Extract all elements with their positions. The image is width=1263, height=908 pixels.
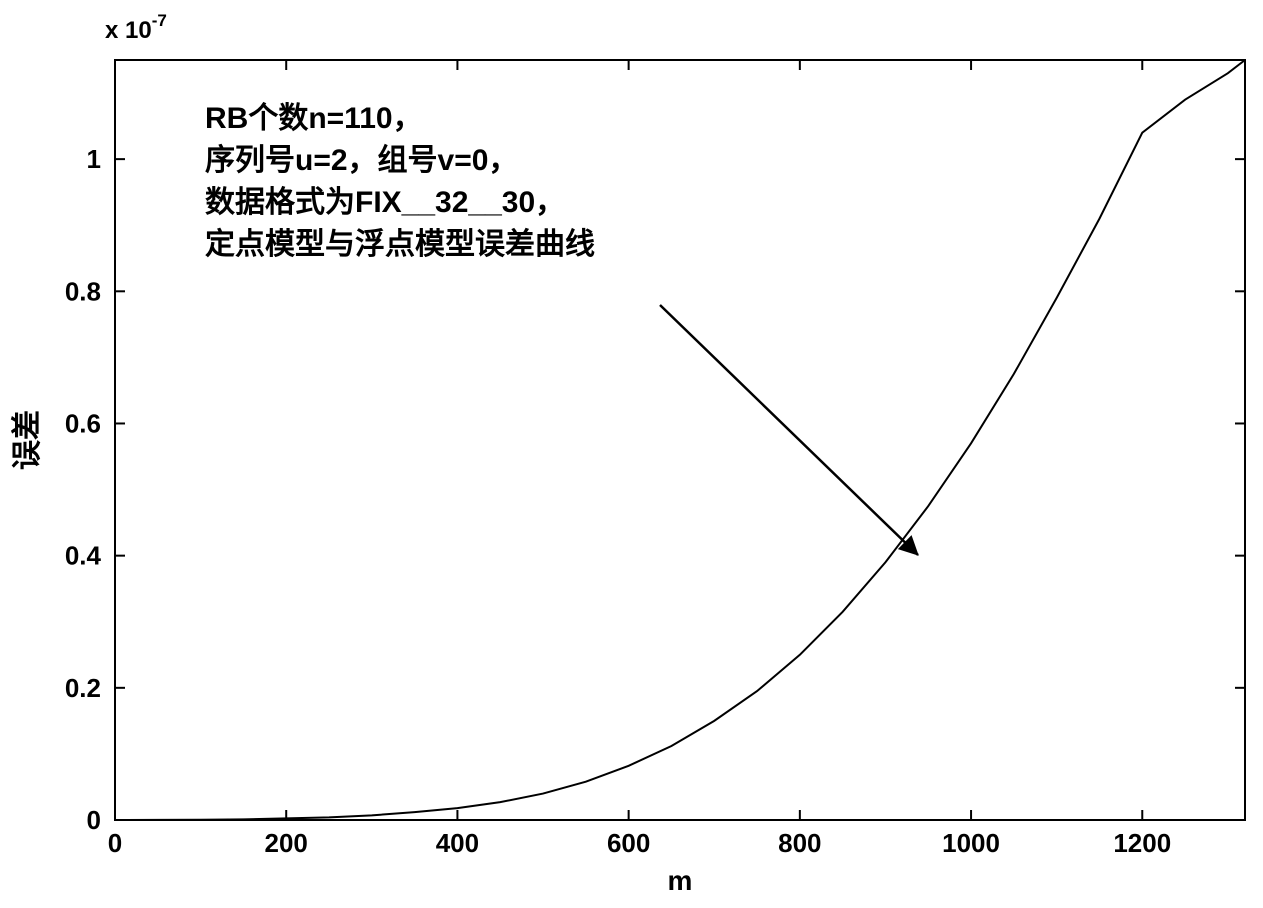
y-tick-label: 0.4: [65, 541, 102, 571]
x-tick-label: 0: [108, 828, 122, 858]
y-tick-label: 1: [87, 144, 101, 174]
x-tick-label: 1000: [942, 828, 1000, 858]
line-chart: 0 200 400 600 800 1000 1200 0 0.2 0.4 0.6 0.8 1 x 10-…: [0, 0, 1263, 908]
annotation-line: RB个数n=110，: [205, 102, 423, 135]
x-tick-label: 800: [778, 828, 821, 858]
y-exponent-label: x 10-7: [105, 11, 167, 44]
x-tick-label: 400: [436, 828, 479, 858]
x-axis-label: m: [668, 865, 693, 896]
y-tick-label: 0: [87, 805, 101, 835]
chart-container: 0 200 400 600 800 1000 1200 0 0.2 0.4 0.6 0.8 1 x 10-…: [0, 0, 1263, 908]
y-tick-label: 0.8: [65, 276, 101, 306]
y-axis-label: 误差: [11, 410, 44, 470]
x-tick-label: 1200: [1113, 828, 1171, 858]
y-tick-label: 0.2: [65, 673, 101, 703]
annotation-line: 序列号u=2，组号v=0，: [205, 143, 518, 177]
x-tick-label: 200: [265, 828, 308, 858]
annotation-arrow: [660, 305, 918, 555]
annotation-line: 数据格式为FIX__32__30，: [205, 186, 565, 219]
annotation-line: 定点模型与浮点模型误差曲线: [205, 227, 595, 261]
x-tick-label: 600: [607, 828, 650, 858]
y-tick-label: 0.6: [65, 408, 101, 438]
